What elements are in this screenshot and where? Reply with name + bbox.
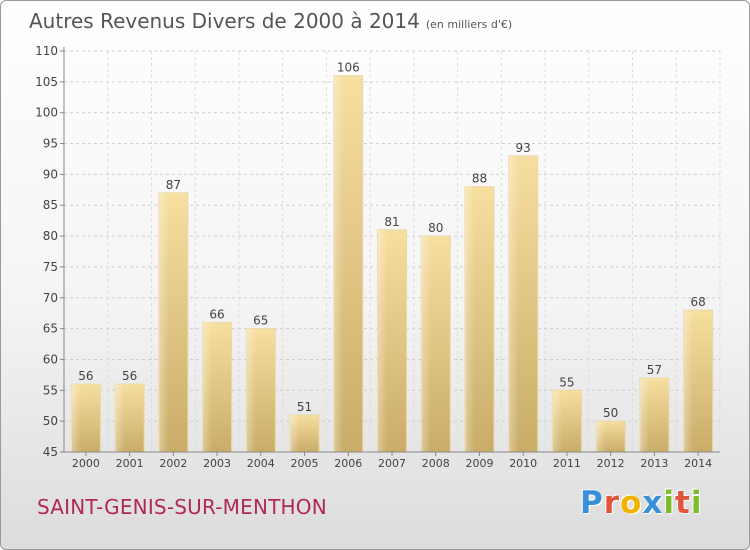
x-tick-label: 2004: [247, 457, 275, 470]
proxiti-logo: Proxiti: [580, 485, 702, 521]
x-tick-label: 2013: [640, 457, 668, 470]
bar-value-label: 106: [337, 61, 360, 75]
bar-highlight-2005: [290, 414, 300, 452]
y-tick-label: 80: [43, 229, 58, 243]
x-tick-label: 2003: [203, 457, 231, 470]
bar-value-label: 80: [428, 221, 443, 235]
y-tick-label: 60: [43, 352, 58, 366]
bar-value-label: 93: [516, 141, 531, 155]
x-tick-label: 2001: [116, 457, 144, 470]
x-tick-label: 2014: [684, 457, 712, 470]
bar-highlight-2008: [421, 236, 431, 452]
bar-value-label: 56: [122, 369, 137, 383]
y-tick-label: 90: [43, 167, 58, 181]
x-tick-label: 2012: [597, 457, 625, 470]
y-tick-label: 105: [35, 75, 58, 89]
bar-value-label: 87: [166, 178, 181, 192]
bar-highlight-2007: [377, 229, 388, 452]
x-tick-label: 2007: [378, 457, 406, 470]
bar-highlight-2009: [464, 186, 475, 452]
bar-value-label: 81: [384, 215, 399, 229]
bar-value-label: 55: [559, 375, 574, 389]
chart-title-text: Autres Revenus Divers de 2000 à 2014: [29, 9, 420, 33]
bar-highlight-2011: [552, 390, 563, 452]
y-tick-label: 45: [43, 445, 58, 459]
bar-highlight-2006: [333, 75, 344, 452]
logo-letter: i: [690, 485, 703, 521]
bar-highlight-2004: [246, 328, 256, 452]
y-tick-label: 65: [43, 322, 58, 336]
bar-highlight-2002: [158, 192, 169, 452]
bar-value-label: 51: [297, 400, 312, 414]
y-tick-label: 55: [43, 383, 58, 397]
logo-letter: x: [642, 485, 664, 521]
logo-letter: r: [603, 485, 621, 521]
bar-highlight-2001: [115, 384, 125, 452]
y-tick-label: 70: [43, 291, 58, 305]
x-tick-label: 2008: [422, 457, 450, 470]
bar-value-label: 88: [472, 172, 487, 186]
logo-letter: t: [674, 485, 691, 521]
chart-title: Autres Revenus Divers de 2000 à 2014 (en …: [29, 9, 512, 33]
bar-value-label: 50: [603, 406, 618, 420]
chart-subtitle: (en milliers d'€): [425, 18, 513, 31]
logo-letter: o: [620, 485, 643, 521]
y-tick-label: 85: [43, 198, 58, 212]
x-tick-label: 2002: [159, 457, 187, 470]
y-tick-label: 50: [43, 414, 58, 428]
x-tick-label: 2000: [72, 457, 100, 470]
x-tick-label: 2006: [334, 457, 362, 470]
logo-letter: P: [580, 485, 604, 521]
bar-value-label: 56: [78, 369, 93, 383]
commune-name: SAINT-GENIS-SUR-MENTHON: [37, 495, 327, 519]
x-tick-label: 2005: [291, 457, 319, 470]
x-tick-label: 2009: [465, 457, 493, 470]
bar-highlight-2012: [596, 421, 606, 452]
y-tick-label: 75: [43, 260, 58, 274]
y-tick-label: 110: [35, 44, 58, 58]
bar-highlight-2003: [202, 322, 213, 452]
bar-highlight-2010: [508, 155, 519, 452]
y-tick-label: 95: [43, 137, 58, 151]
bar-value-label: 57: [647, 363, 662, 377]
x-tick-label: 2010: [509, 457, 537, 470]
bar-value-label: 68: [690, 295, 705, 309]
bar-value-label: 65: [253, 314, 268, 328]
bar-highlight-2000: [71, 384, 82, 452]
bar-highlight-2014: [683, 310, 694, 452]
x-tick-label: 2011: [553, 457, 581, 470]
bar-highlight-2013: [639, 377, 650, 452]
logo-letter: i: [663, 485, 675, 521]
bar-value-label: 66: [209, 307, 224, 321]
y-tick-label: 100: [35, 106, 58, 120]
